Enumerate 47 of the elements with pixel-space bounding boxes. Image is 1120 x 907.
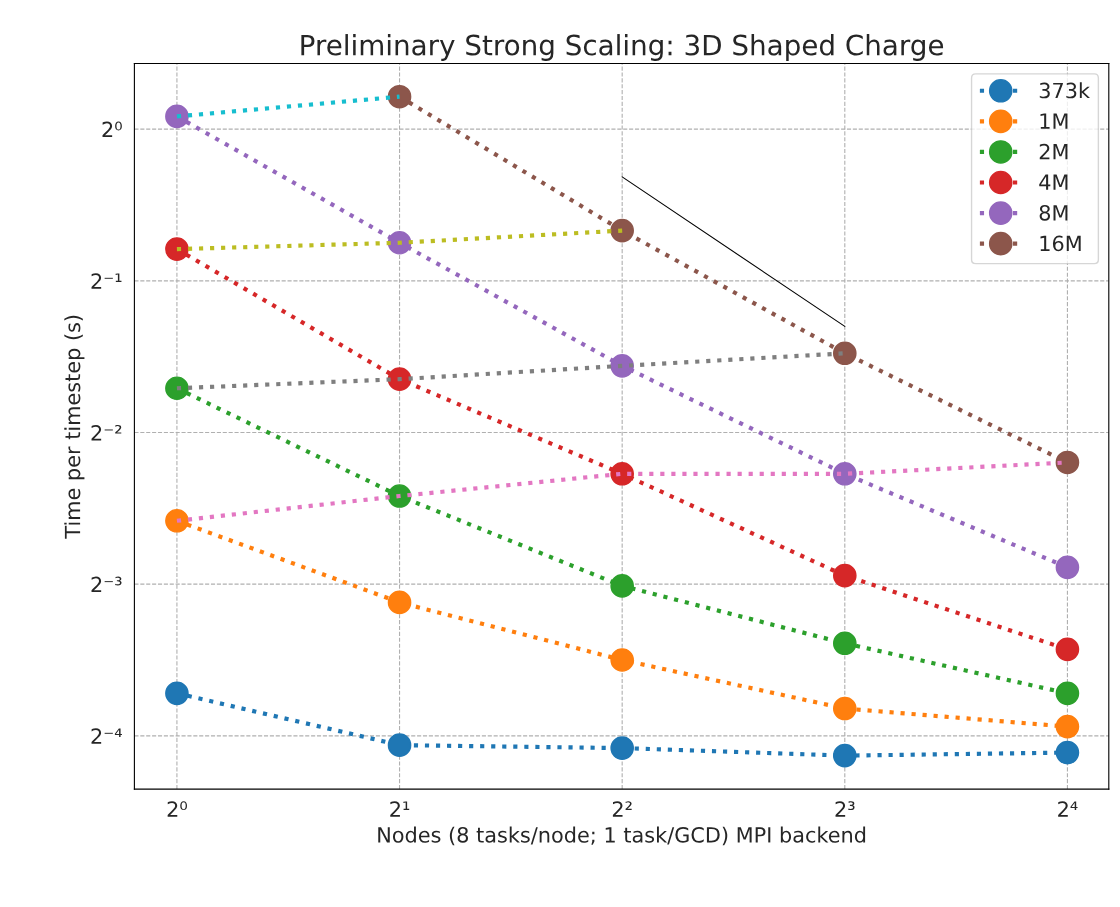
legend-label: 2M xyxy=(1039,143,1068,160)
point xyxy=(1055,740,1080,765)
x-axis-title: Nodes (8 tasks/node; 1 task/GCD) MPI backend xyxy=(378,826,866,846)
point xyxy=(832,563,857,588)
x-tick-label: 2³ xyxy=(835,801,855,817)
point xyxy=(832,341,857,366)
y-tick-label: 2⁻¹ xyxy=(91,273,122,289)
point xyxy=(387,733,412,757)
y-tick-label: 2⁻³ xyxy=(91,576,122,593)
point xyxy=(165,681,189,706)
point xyxy=(610,354,634,378)
point xyxy=(1055,555,1080,580)
point xyxy=(610,648,634,672)
y-tick-label: 2⁻² xyxy=(91,424,122,441)
point xyxy=(832,743,857,768)
x-tick-label: 2² xyxy=(612,801,632,817)
point xyxy=(610,574,634,598)
point xyxy=(832,696,857,721)
point xyxy=(387,590,412,615)
point xyxy=(1055,714,1080,739)
legend-label: 16M xyxy=(1040,235,1081,252)
point xyxy=(1055,637,1080,662)
point xyxy=(165,104,189,129)
point xyxy=(610,461,634,486)
x-tick-label: 2⁰ xyxy=(167,801,187,817)
point xyxy=(610,736,634,760)
point xyxy=(165,508,189,533)
y-axis-title: Time per timestep (s) xyxy=(64,315,85,539)
y-tick-label: 2⁰ xyxy=(102,121,122,138)
x-tick-label: 2⁴ xyxy=(1058,801,1078,817)
x-tick-label: 2¹ xyxy=(390,801,410,817)
legend-label: 8M xyxy=(1039,204,1068,221)
point xyxy=(1055,450,1080,475)
point xyxy=(387,84,412,109)
point xyxy=(832,461,857,486)
point xyxy=(165,376,189,401)
point xyxy=(610,218,634,243)
chart-title: Preliminary Strong Scaling: 3D Shaped Charge xyxy=(301,34,944,61)
legend-label: 4M xyxy=(1039,174,1068,190)
point xyxy=(165,237,189,261)
point xyxy=(832,631,857,656)
y-tick-label: 2⁻⁴ xyxy=(91,728,122,744)
point xyxy=(387,230,412,255)
point xyxy=(387,367,412,391)
legend-label: 1M xyxy=(1040,113,1068,129)
legend-label: 373k xyxy=(1039,82,1090,99)
point xyxy=(1055,681,1080,706)
